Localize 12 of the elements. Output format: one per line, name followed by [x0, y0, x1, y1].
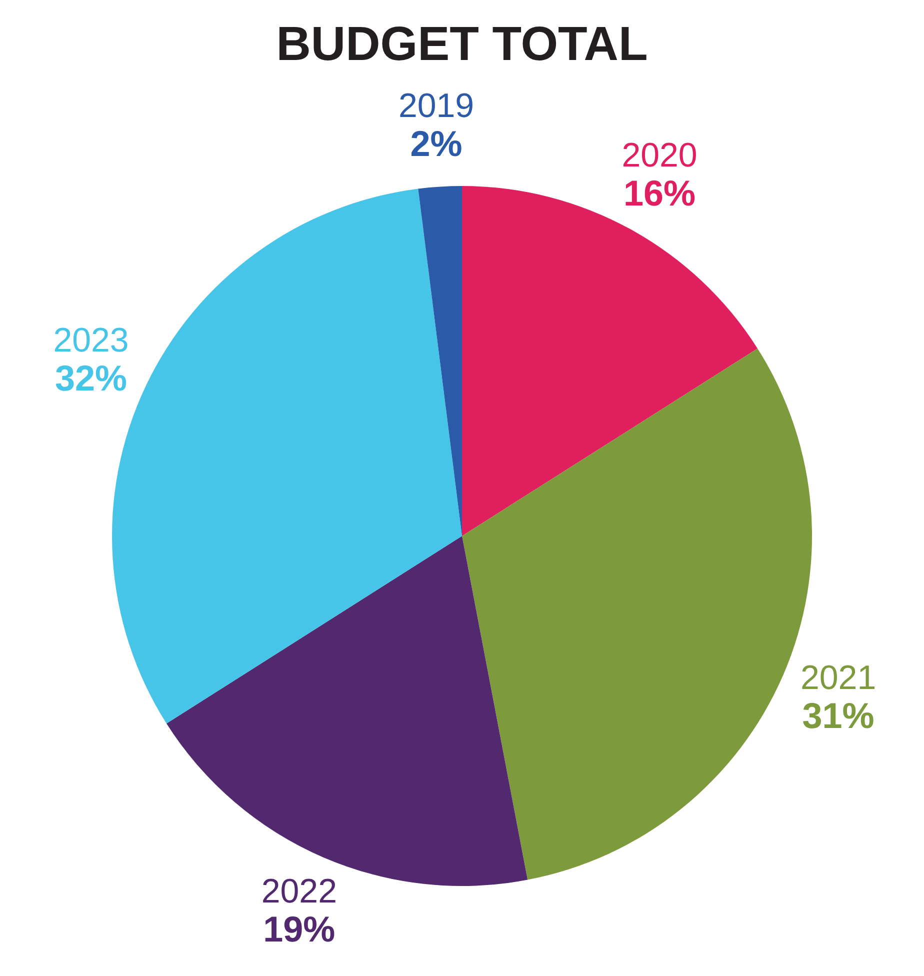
data-label: 19%: [263, 908, 336, 950]
data-label: 2%: [410, 122, 462, 164]
data-label: 31%: [802, 694, 874, 736]
slice-label: 2022: [261, 872, 337, 910]
slice-label: 2021: [800, 658, 876, 697]
slice-label: 2023: [53, 321, 129, 360]
slice-label: 2019: [398, 86, 474, 125]
slice-label: 2020: [622, 136, 698, 175]
pie-slice: [418, 186, 462, 536]
data-label: 16%: [623, 172, 696, 214]
data-label: 32%: [54, 357, 128, 398]
chart-title: BUDGET TOTAL: [276, 18, 648, 71]
